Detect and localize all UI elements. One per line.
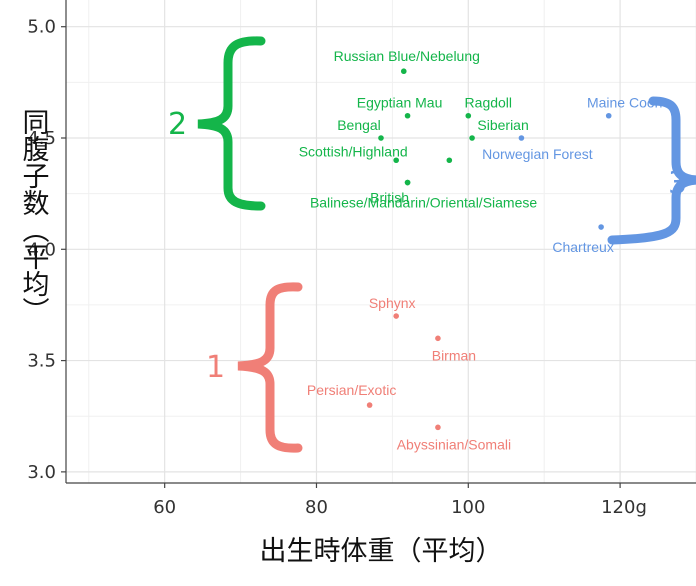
- y-axis-title: 同腹子数（平均）: [18, 108, 50, 324]
- data-point: [465, 112, 472, 119]
- x-tick-label: 100: [451, 497, 485, 518]
- plot-panel: [66, 0, 696, 483]
- data-point: [605, 112, 612, 119]
- y-tick-label: 4.5: [27, 128, 56, 149]
- data-point: [393, 157, 399, 164]
- data-point: [446, 157, 453, 164]
- x-axis-title: 出生時体重（平均）: [260, 536, 503, 567]
- point-label: Persian/Exotic: [307, 382, 396, 398]
- data-point: [404, 179, 411, 186]
- data-point: [435, 424, 441, 431]
- point-label: British: [370, 190, 409, 206]
- point-label: Egyptian Mau: [357, 95, 443, 111]
- point-label: Sphynx: [369, 295, 416, 311]
- data-point: [518, 135, 525, 141]
- x-tick-label: 80: [305, 497, 328, 518]
- point-label: Bengal: [337, 117, 381, 133]
- data-point: [366, 402, 373, 408]
- point-label: Ragdoll: [465, 95, 512, 111]
- data-point: [469, 135, 475, 141]
- data-point: [404, 112, 411, 119]
- point-label: Balinese/Mandarin/Oriental/Siamese: [310, 195, 537, 211]
- y-axis-ticks: 3.0 3.5 4.0 4.5 5.0: [27, 17, 66, 483]
- data-point: [598, 224, 604, 230]
- point-label: Chartreux: [552, 239, 613, 255]
- data-point: [393, 313, 399, 319]
- point-label: Siberian: [477, 117, 528, 133]
- y-tick-label: 3.0: [27, 462, 56, 483]
- data-point: [435, 335, 441, 342]
- major-gridlines: [66, 0, 696, 483]
- group-1-label: 1: [206, 350, 225, 385]
- point-label: Abyssinian/Somali: [397, 436, 511, 452]
- minor-gridlines: [66, 0, 696, 483]
- point-label: Maine Coon: [587, 95, 663, 111]
- x-tick-label: 60: [153, 497, 176, 518]
- point-label: Birman: [432, 347, 476, 363]
- point-label: Scottish/Highland: [299, 143, 408, 159]
- x-tick-label: 120g: [601, 497, 647, 518]
- data-point: [400, 68, 407, 75]
- brace-group-3: [607, 96, 696, 245]
- y-tick-label: 5.0: [27, 17, 56, 38]
- y-tick-label: 3.5: [27, 351, 56, 372]
- brace-group-1: [237, 282, 303, 453]
- point-labels: Sphynx Birman Persian/Exotic Abyssinian/Som…: [299, 48, 663, 452]
- brace-group-2: [197, 36, 266, 211]
- point-label: Russian Blue/Nebelung: [334, 48, 480, 64]
- data-point: [378, 135, 384, 141]
- point-label: Norwegian Forest: [482, 146, 593, 162]
- x-axis-ticks: 60 80 100 120g: [153, 483, 647, 518]
- y-tick-label: 4.0: [27, 239, 56, 260]
- group-2-label: 2: [168, 107, 187, 142]
- group-3-label: 3: [668, 166, 687, 201]
- data-points: [366, 68, 612, 431]
